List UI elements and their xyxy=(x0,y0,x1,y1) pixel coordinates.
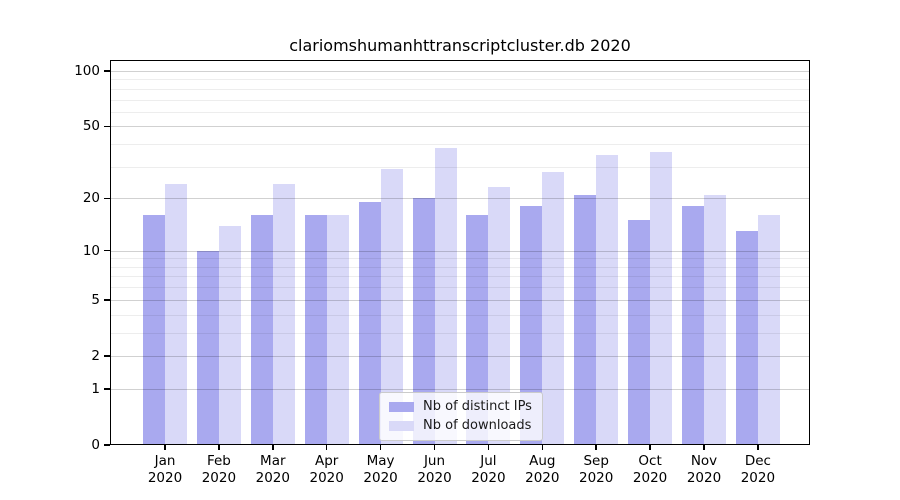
legend-swatch-distinct-ips xyxy=(389,401,414,412)
y-tick-0 xyxy=(104,444,110,446)
bar-distinct-ips-jun xyxy=(412,198,435,445)
bar-distinct-ips-aug xyxy=(520,206,543,445)
bar-distinct-ips-feb xyxy=(196,250,219,445)
x-tick-label-nov: Nov 2020 xyxy=(686,453,722,486)
bar-distinct-ips-jul xyxy=(466,215,489,445)
bar-downloads-mar xyxy=(272,184,295,445)
bar-distinct-ips-jan xyxy=(143,215,165,445)
x-tick-dec xyxy=(757,445,759,450)
x-tick-label-apr: Apr 2020 xyxy=(309,453,344,486)
bar-downloads-dec xyxy=(757,215,780,445)
x-tick-label-oct: Oct 2020 xyxy=(632,453,668,486)
bar-downloads-jul xyxy=(488,187,511,445)
legend-item-distinct-ips: Nb of distinct IPs xyxy=(389,399,532,414)
bar-downloads-nov xyxy=(704,194,726,445)
y-tick-20 xyxy=(104,197,110,200)
y-tick-label-2: 2 xyxy=(91,347,100,364)
y-tick-2 xyxy=(104,355,110,357)
x-tick-oct xyxy=(649,445,651,450)
bar-distinct-ips-apr xyxy=(304,215,327,445)
bar-distinct-ips-sep xyxy=(574,194,597,445)
x-tick-nov xyxy=(703,445,705,450)
y-tick-label-50: 50 xyxy=(82,118,100,135)
y-tick-label-5: 5 xyxy=(91,291,100,308)
x-tick-sep xyxy=(595,445,597,450)
bar-downloads-sep xyxy=(596,154,619,445)
bar-downloads-apr xyxy=(326,215,349,445)
y-tick-label-100: 100 xyxy=(74,63,100,79)
bars-layer xyxy=(110,60,810,445)
bar-distinct-ips-dec xyxy=(735,231,758,445)
bar-distinct-ips-nov xyxy=(682,206,704,445)
x-tick-label-feb: Feb 2020 xyxy=(201,453,237,486)
x-tick-jun xyxy=(433,445,436,450)
y-tick-label-10: 10 xyxy=(82,242,100,259)
bar-distinct-ips-mar xyxy=(250,215,273,445)
legend-label-downloads: Nb of downloads xyxy=(423,418,532,433)
x-tick-label-sep: Sep 2020 xyxy=(579,453,614,486)
chart-title: clariomshumanhttranscriptcluster.db 2020 xyxy=(289,36,631,55)
legend: Nb of distinct IPs Nb of downloads xyxy=(379,392,543,441)
bar-downloads-may xyxy=(380,169,403,445)
plot-area xyxy=(110,60,810,445)
y-tick-label-20: 20 xyxy=(82,190,100,207)
y-tick-1 xyxy=(104,388,110,390)
legend-label-distinct-ips: Nb of distinct IPs xyxy=(423,399,532,414)
x-tick-label-jul: Jul 2020 xyxy=(471,453,506,486)
x-tick-label-jun: Jun 2020 xyxy=(417,453,452,486)
bar-downloads-oct xyxy=(650,152,673,445)
bar-distinct-ips-oct xyxy=(628,220,651,445)
x-tick-feb xyxy=(218,445,220,450)
legend-item-downloads: Nb of downloads xyxy=(389,418,532,433)
y-tick-50 xyxy=(104,125,110,128)
legend-swatch-downloads xyxy=(389,420,414,431)
bar-downloads-aug xyxy=(542,172,565,445)
x-tick-jan xyxy=(164,445,166,450)
x-tick-label-aug: Aug 2020 xyxy=(525,453,560,486)
x-tick-label-dec: Dec 2020 xyxy=(740,453,776,486)
y-tick-100 xyxy=(104,70,110,72)
x-tick-label-jan: Jan 2020 xyxy=(147,453,183,486)
x-tick-label-mar: Mar 2020 xyxy=(255,453,290,486)
y-tick-label-0: 0 xyxy=(91,437,100,453)
bar-distinct-ips-may xyxy=(358,202,381,445)
x-tick-jul xyxy=(487,445,490,450)
y-tick-label-1: 1 xyxy=(91,380,100,397)
x-tick-mar xyxy=(272,445,274,450)
bar-downloads-feb xyxy=(218,225,241,445)
bar-downloads-jan xyxy=(165,184,187,445)
x-tick-apr xyxy=(325,445,328,450)
x-tick-may xyxy=(379,445,382,450)
y-tick-5 xyxy=(104,299,110,301)
bar-downloads-jun xyxy=(434,148,457,445)
x-tick-aug xyxy=(541,445,544,450)
y-tick-10 xyxy=(104,249,110,252)
x-tick-label-may: May 2020 xyxy=(363,453,398,486)
